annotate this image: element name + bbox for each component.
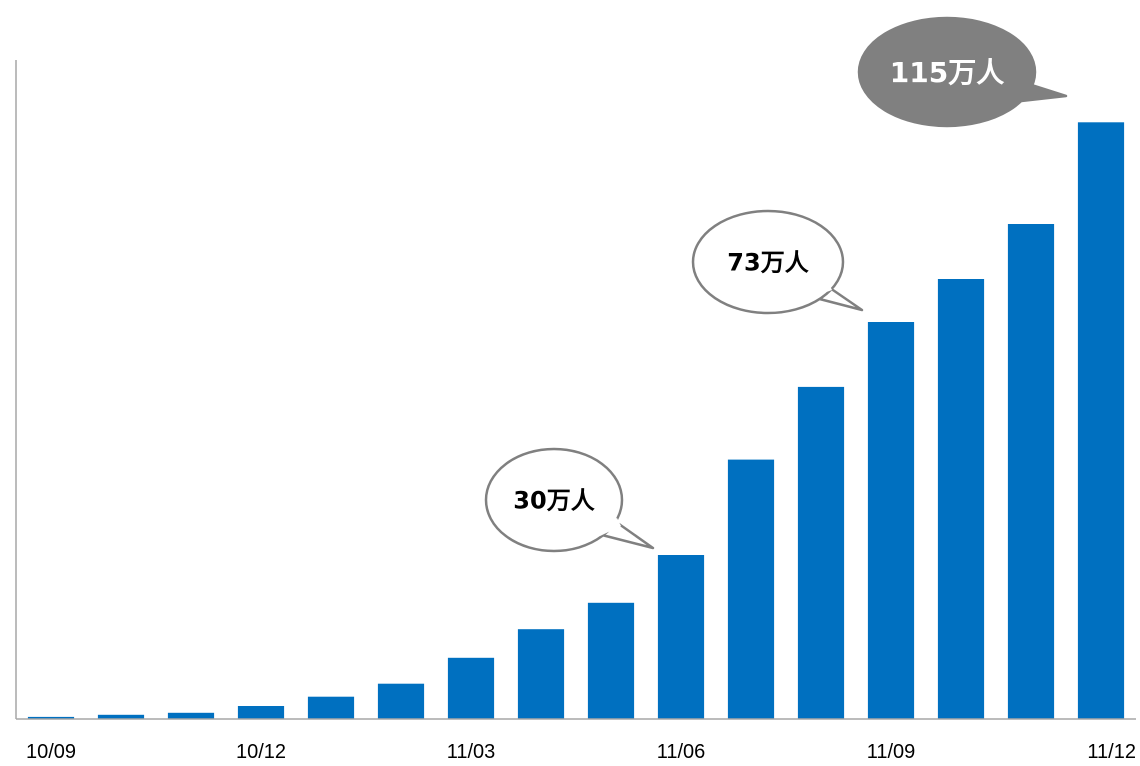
x-tick-label: 11/06 [657, 741, 706, 763]
bar-11/11 [1007, 224, 1055, 719]
callout-ellipse [484, 447, 624, 553]
bar-11/03 [447, 657, 495, 719]
x-tick-labels: 10/09 10/12 11/03 11/06 11/09 11/12 [26, 741, 1136, 763]
callouts-group: 30万人 73万人 115万人 [484, 16, 1068, 553]
bars-group [27, 122, 1125, 720]
callout-bubble: 115万人 [857, 16, 1068, 128]
callout-seam [991, 76, 1024, 106]
bar-10/11 [167, 712, 215, 719]
callout-seam [594, 518, 621, 536]
x-tick-label: 10/12 [236, 741, 286, 763]
bar-11/10 [937, 279, 985, 719]
bar-11/12 [1077, 122, 1125, 720]
callout-label: 30万人 [513, 487, 594, 515]
bar-11/02 [377, 683, 425, 719]
bar-11/06 [657, 555, 705, 719]
bar-11/07 [727, 459, 775, 719]
bar-11/08 [797, 386, 845, 719]
bar-11/05 [587, 602, 635, 719]
x-tick-label: 11/12 [1087, 741, 1136, 763]
x-tick-label: 11/03 [447, 741, 496, 763]
bar-10/12 [237, 706, 285, 719]
x-tick-label: 11/09 [867, 741, 916, 763]
bar-10/10 [97, 714, 145, 719]
x-tick-label: 10/09 [26, 741, 76, 763]
callout-label: 73万人 [727, 249, 808, 277]
bar-11/01 [307, 696, 355, 719]
callout-bubble: 30万人 [484, 447, 655, 553]
callout-bubble: 73万人 [691, 209, 864, 315]
callout-seam [804, 282, 832, 298]
callout-ellipse [857, 16, 1037, 128]
callout-label: 115万人 [890, 56, 1004, 89]
bar-11/04 [517, 629, 565, 719]
bar-11/09 [867, 322, 915, 719]
callout-ellipse [691, 209, 845, 315]
bar-10/09 [27, 716, 75, 719]
